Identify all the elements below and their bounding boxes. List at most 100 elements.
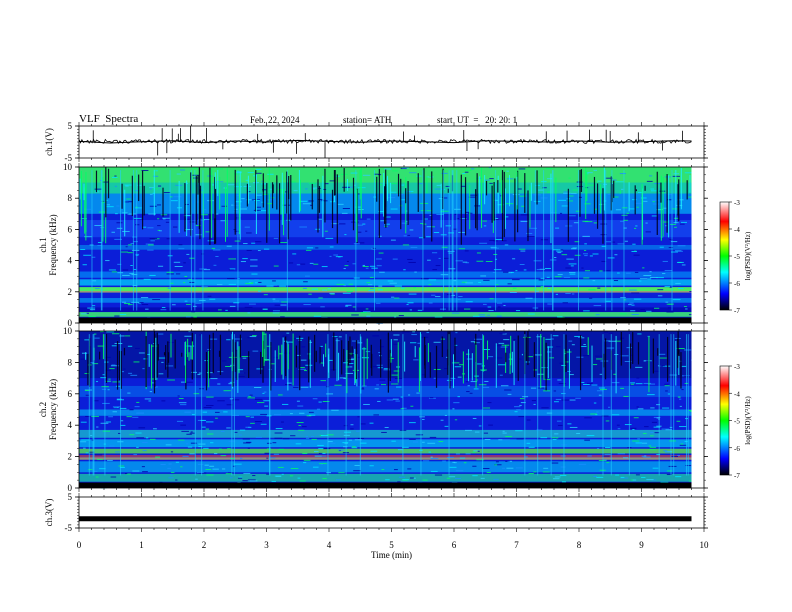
noise-speck (529, 227, 537, 229)
noise-speck (463, 462, 467, 464)
noise-speck (516, 438, 524, 440)
noise-speck (121, 371, 125, 373)
sferic-line (167, 352, 170, 363)
noise-speck (136, 437, 145, 439)
noise-speck (102, 402, 110, 404)
noise-speck (635, 442, 642, 444)
spectral-band (79, 473, 692, 482)
noise-speck (391, 440, 396, 442)
noise-speck (620, 477, 629, 479)
noise-speck (651, 215, 658, 217)
noise-speck (169, 196, 173, 198)
noise-speck (197, 219, 206, 221)
sferic-line (678, 179, 680, 222)
sferic-line (355, 354, 357, 384)
noise-speck (263, 400, 270, 402)
noise-speck (198, 299, 206, 301)
noise-speck (659, 353, 666, 355)
sferic-line (579, 169, 581, 217)
noise-speck (252, 335, 257, 337)
noise-speck (126, 416, 132, 418)
sferic-line (336, 338, 338, 382)
sferic-line (536, 170, 538, 205)
sferic-line (451, 170, 453, 311)
noise-speck (486, 472, 491, 474)
noise-speck (641, 442, 648, 444)
sferic-line (363, 347, 365, 387)
noise-speck (114, 175, 117, 177)
noise-speck (484, 438, 491, 440)
noise-speck (505, 460, 508, 462)
noise-speck (466, 353, 470, 355)
noise-speck (301, 346, 306, 348)
noise-speck (96, 459, 103, 461)
noise-speck (631, 292, 640, 294)
sferic-line (449, 331, 451, 389)
sferic-line (644, 185, 646, 191)
noise-speck (568, 195, 574, 197)
noise-speck (407, 234, 411, 236)
noise-speck (617, 453, 626, 455)
noise-speck (86, 312, 89, 314)
noise-speck (515, 270, 518, 272)
noise-speck (632, 479, 637, 481)
sferic-line (262, 173, 264, 192)
noise-speck (570, 192, 577, 194)
noise-speck (123, 368, 126, 370)
noise-speck (342, 186, 350, 188)
sferic-line (491, 185, 493, 223)
noise-speck (444, 368, 448, 370)
noise-speck (381, 469, 385, 471)
sferic-line (620, 332, 622, 366)
sferic-line (418, 347, 420, 392)
noise-speck (411, 334, 417, 336)
noise-speck (647, 394, 655, 396)
noise-speck (420, 223, 424, 225)
noise-speck (94, 337, 100, 339)
noise-speck (425, 236, 431, 238)
noise-speck (234, 431, 238, 433)
noise-speck (175, 273, 181, 275)
noise-speck (478, 425, 482, 427)
noise-speck (125, 246, 128, 248)
noise-speck (350, 221, 359, 223)
sferic-line (167, 341, 169, 378)
sferic-line (568, 348, 570, 389)
noise-speck (454, 213, 457, 215)
noise-speck (455, 260, 463, 262)
noise-speck (302, 203, 311, 205)
sferic-line (442, 168, 444, 209)
noise-speck (322, 478, 327, 480)
noise-speck (228, 269, 234, 271)
noise-speck (653, 370, 660, 372)
noise-speck (489, 182, 493, 184)
sferic-line (533, 342, 536, 378)
sferic-line (585, 167, 587, 220)
noise-speck (125, 473, 131, 475)
colorbar-label: log(PSD)(V²/Hz) (744, 231, 752, 280)
noise-speck (650, 190, 658, 192)
noise-speck (178, 248, 185, 250)
noise-speck (171, 304, 176, 306)
noise-speck (470, 381, 478, 383)
noise-speck (426, 332, 430, 334)
sferic-line (552, 170, 554, 311)
sferic-line (104, 334, 106, 476)
noise-speck (400, 199, 406, 201)
noise-speck (104, 369, 111, 371)
noise-speck (510, 272, 514, 274)
noise-speck (596, 476, 604, 478)
noise-speck (255, 436, 262, 438)
noise-speck (185, 214, 192, 216)
noise-speck (313, 451, 319, 453)
noise-speck (584, 439, 590, 441)
sferic-line (280, 189, 282, 215)
sferic-line (687, 334, 689, 476)
noise-speck (318, 218, 322, 220)
noise-speck (180, 404, 187, 406)
sferic-line (516, 176, 518, 206)
noise-speck (556, 420, 562, 422)
noise-speck (400, 184, 405, 186)
noise-speck (243, 472, 251, 474)
noise-speck (390, 239, 396, 241)
